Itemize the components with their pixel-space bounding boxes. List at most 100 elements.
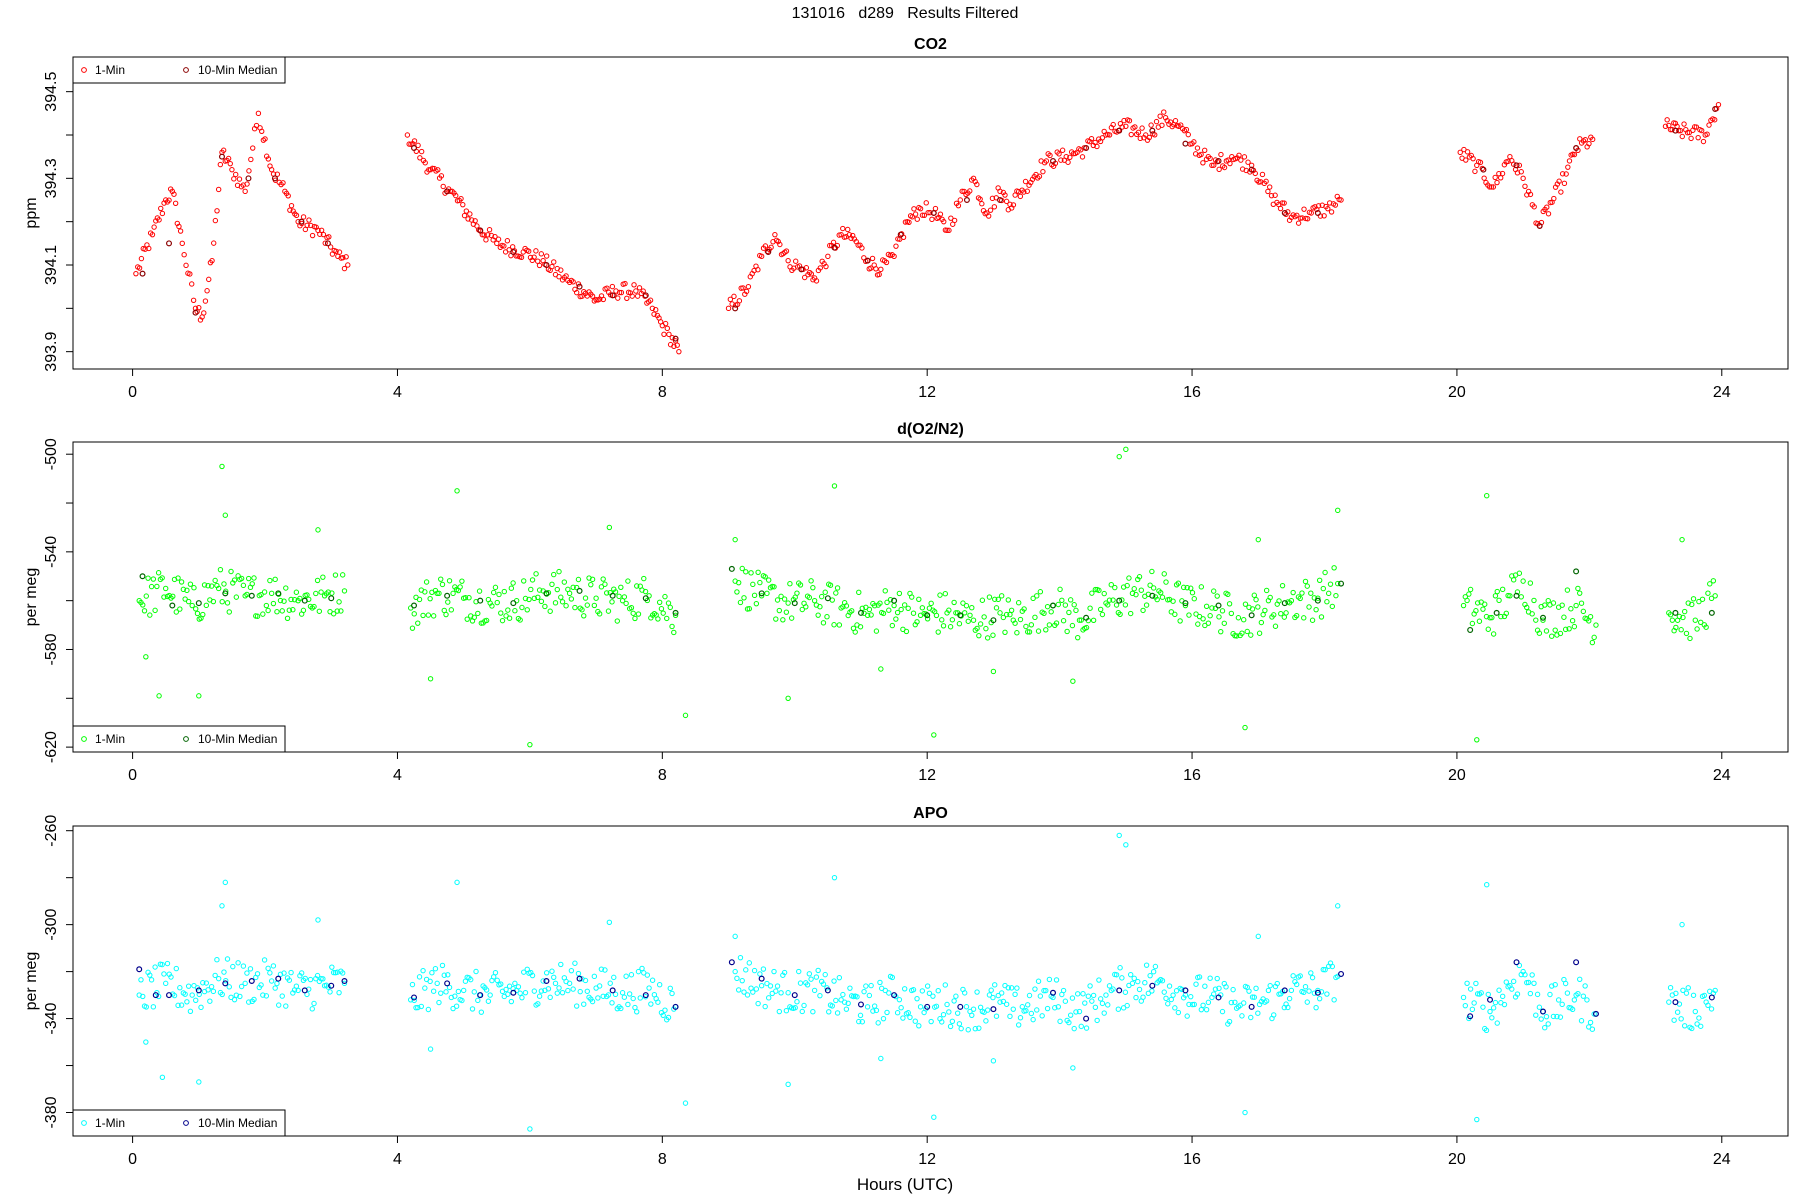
point-1min — [1209, 605, 1215, 611]
point-1min — [870, 1008, 876, 1014]
point-1min — [941, 218, 947, 225]
point-1min — [783, 1007, 790, 1014]
point-1min — [171, 992, 178, 999]
point-1min — [598, 584, 605, 590]
point-1min — [1586, 140, 1592, 147]
point-1min — [940, 1011, 947, 1018]
point-1min — [792, 1005, 798, 1011]
point-1min — [893, 616, 899, 622]
point-1min — [1463, 157, 1469, 163]
point-1min — [815, 612, 821, 618]
point-1min — [233, 594, 240, 600]
point-1min — [669, 334, 675, 341]
point-1min — [823, 263, 829, 270]
point-1min — [963, 603, 970, 609]
point-1min — [1563, 171, 1569, 177]
point-1min — [1559, 171, 1566, 177]
point-1min — [1067, 1012, 1074, 1018]
point-10min-median — [1149, 982, 1156, 989]
point-1min — [1290, 589, 1296, 596]
point-1min — [262, 136, 268, 142]
point-1min — [1147, 972, 1153, 979]
point-1min — [563, 603, 569, 609]
point-1min — [236, 176, 243, 182]
point-1min — [201, 582, 208, 588]
point-1min — [849, 608, 855, 614]
point-1min — [1320, 966, 1326, 973]
point-1min — [1186, 612, 1192, 618]
point-1min — [969, 605, 975, 611]
point-1min — [1301, 206, 1307, 212]
point-1min — [215, 975, 222, 982]
point-1min — [217, 161, 224, 168]
point-1min — [268, 978, 275, 984]
point-1min — [628, 972, 635, 978]
point-1min — [1589, 1026, 1596, 1032]
point-1min — [238, 983, 245, 990]
point-1min — [609, 599, 615, 605]
point-1min — [1674, 1009, 1681, 1015]
point-1min — [1180, 584, 1187, 591]
point-1min — [1023, 1007, 1029, 1014]
point-1min — [914, 619, 920, 625]
point-1min — [666, 331, 672, 338]
point-1min — [1255, 933, 1261, 940]
point-1min — [1333, 592, 1339, 599]
point-1min — [929, 216, 935, 223]
point-1min — [150, 576, 157, 582]
point-1min — [1023, 623, 1029, 630]
point-1min — [773, 616, 779, 622]
point-1min — [591, 602, 598, 609]
point-1min — [552, 600, 559, 606]
point-1min — [556, 568, 562, 575]
point-1min — [1148, 122, 1154, 128]
point-1min — [288, 969, 294, 976]
point-1min — [944, 1001, 950, 1008]
point-1min — [886, 990, 892, 996]
point-1min — [633, 288, 639, 294]
point-1min — [665, 1014, 672, 1021]
point-1min — [1473, 980, 1479, 987]
point-1min — [1221, 164, 1228, 171]
point-1min — [200, 611, 206, 618]
point-1min — [1488, 184, 1495, 190]
point-1min — [1143, 602, 1150, 608]
point-1min — [226, 984, 232, 990]
point-1min — [596, 611, 603, 617]
point-1min — [1106, 597, 1113, 603]
point-1min — [1021, 189, 1027, 195]
point-1min — [953, 993, 959, 999]
point-1min — [411, 611, 417, 617]
point-1min — [233, 992, 240, 998]
point-1min — [465, 216, 471, 222]
point-1min — [1080, 991, 1086, 997]
point-1min — [877, 600, 883, 606]
point-1min — [579, 293, 585, 299]
point-1min — [667, 985, 673, 992]
x-tick-label: 24 — [1713, 767, 1731, 784]
point-1min — [794, 590, 800, 596]
point-1min — [1037, 589, 1044, 595]
point-1min — [1285, 209, 1291, 215]
point-1min — [159, 210, 166, 217]
point-1min — [148, 977, 155, 983]
point-1min — [836, 974, 843, 981]
point-1min — [527, 741, 533, 748]
point-10min-median — [1149, 592, 1156, 599]
point-1min — [315, 917, 321, 923]
point-1min — [171, 191, 177, 197]
point-1min — [145, 575, 151, 581]
point-1min — [847, 985, 853, 991]
point-1min — [826, 1009, 832, 1015]
point-1min — [1046, 976, 1053, 983]
point-1min — [1133, 591, 1139, 598]
point-1min — [734, 975, 740, 982]
point-1min — [1044, 1005, 1051, 1012]
point-1min — [443, 611, 449, 618]
point-1min — [180, 586, 187, 593]
point-1min — [889, 974, 896, 981]
point-1min — [270, 600, 277, 607]
point-1min — [439, 581, 446, 588]
panel-title: APO — [913, 805, 948, 822]
